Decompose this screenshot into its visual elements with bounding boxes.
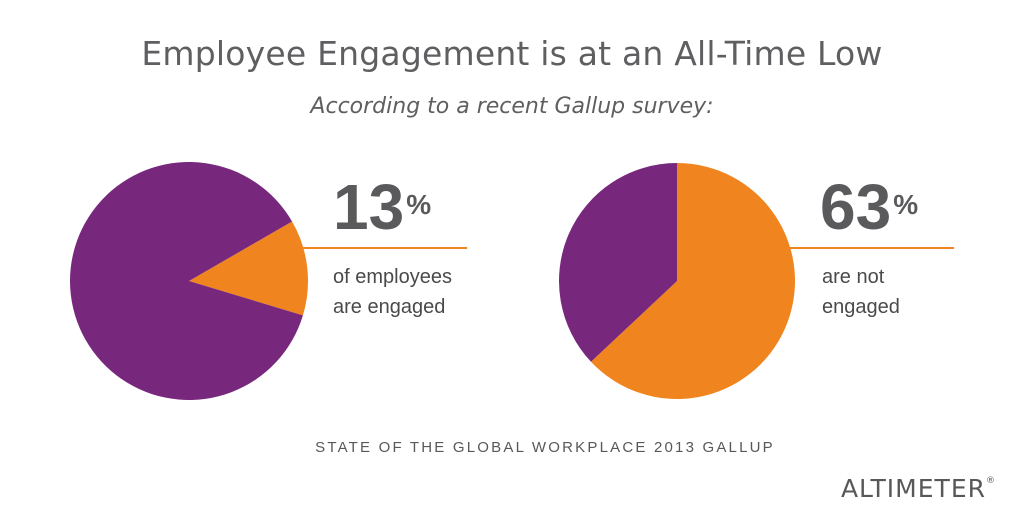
divider-line-left [300, 247, 467, 249]
pie-slice [69, 161, 303, 400]
pie-slice [558, 163, 677, 362]
logo-text: ALTIMETER [840, 474, 986, 503]
stat-label-not-engaged: are not engaged [822, 262, 900, 322]
page-subtitle: According to a recent Gallup survey: [310, 94, 714, 119]
page-title: Employee Engagement is at an All-Time Lo… [141, 34, 883, 73]
stat-number: 63 [820, 171, 892, 243]
stat-label-line: of employees [333, 266, 452, 288]
pie-slice [590, 163, 795, 399]
stat-label-engaged: of employees are engaged [333, 262, 452, 322]
stat-label-line: are engaged [333, 296, 446, 318]
stat-label-line: are not [822, 266, 885, 288]
stat-unit: % [893, 189, 919, 220]
stat-value-engaged: 13% [333, 175, 431, 239]
stat-label-line: engaged [822, 296, 900, 318]
altimeter-logo: ALTIMETER® [841, 474, 996, 503]
source-citation: STATE OF THE GLOBAL WORKPLACE 2013 GALLU… [315, 439, 775, 456]
stat-number: 13 [333, 171, 405, 243]
stat-unit: % [406, 189, 432, 220]
stat-value-not-engaged: 63% [820, 175, 918, 239]
registered-mark: ® [986, 476, 996, 486]
divider-line-right [790, 247, 954, 249]
pie-slice [189, 221, 308, 316]
